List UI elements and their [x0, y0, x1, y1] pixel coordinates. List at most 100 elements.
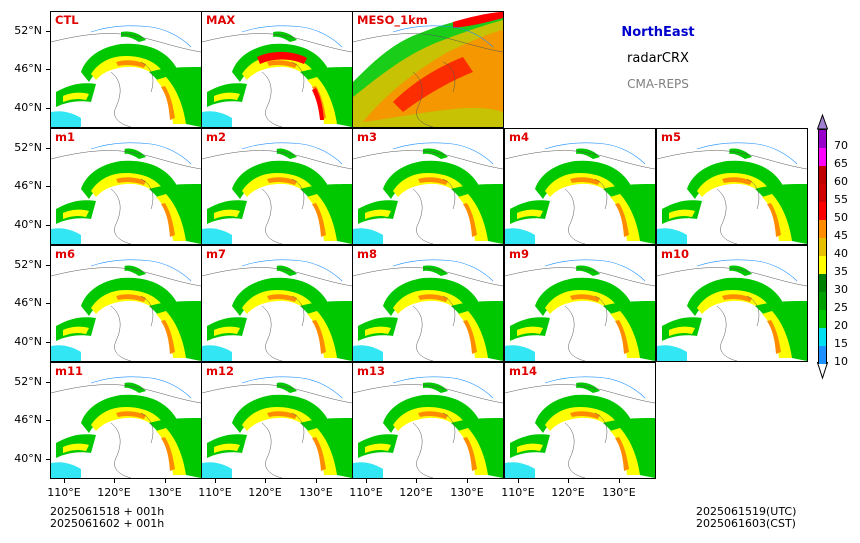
lon-tick-mark [215, 479, 216, 483]
panel-label: m1 [55, 130, 75, 144]
lon-tick-mark [366, 479, 367, 483]
panel-label: m12 [206, 364, 234, 378]
colorbar-segment [818, 201, 827, 220]
panel-label: m11 [55, 364, 83, 378]
lat-tick-mark [46, 459, 50, 460]
lon-tick-mark [619, 479, 620, 483]
map-panel-m14: m14 [504, 362, 656, 479]
model-title: CMA-REPS [627, 77, 689, 91]
radar-map [353, 12, 503, 127]
lat-tick-label: 52°N [14, 24, 42, 37]
lon-tick-label: 120°E [97, 486, 131, 499]
panel-label: m8 [357, 247, 377, 261]
lon-tick-mark [64, 479, 65, 483]
valid-time-cst: 2025061603(CST) [696, 517, 796, 530]
lon-tick-mark [316, 479, 317, 483]
colorbar-segment [818, 309, 827, 328]
lon-tick-label: 120°E [551, 486, 585, 499]
map-panel-m3: m3 [352, 128, 504, 245]
radar-map [353, 376, 503, 478]
lat-tick-mark [46, 342, 50, 343]
lat-tick-mark [46, 265, 50, 266]
radar-map [353, 259, 503, 361]
colorbar-segment [818, 327, 827, 346]
map-panel-m11: m11 [50, 362, 202, 479]
radar-map [505, 142, 655, 244]
panel-label: m9 [509, 247, 529, 261]
colorbar-level-label: 30 [834, 283, 848, 296]
panel-label: MAX [206, 13, 236, 27]
lon-tick-label: 120°E [248, 486, 282, 499]
lat-tick-mark [46, 148, 50, 149]
panel-label: m13 [357, 364, 385, 378]
colorbar-segment [818, 147, 827, 166]
panel-label: m7 [206, 247, 226, 261]
lon-tick-label: 130°E [602, 486, 636, 499]
colorbar-level-label: 25 [834, 301, 848, 314]
lat-tick-label: 40°N [14, 218, 42, 231]
lat-tick-mark [46, 69, 50, 70]
lat-tick-label: 46°N [14, 179, 42, 192]
lon-tick-label: 130°E [148, 486, 182, 499]
colorbar-segment [818, 291, 827, 310]
colorbar-segment [818, 273, 827, 292]
radar-map [51, 142, 201, 244]
colorbar-level-label: 15 [834, 337, 848, 350]
panel-label: m2 [206, 130, 226, 144]
map-panel-meso-1km: MESO_1km [352, 11, 504, 128]
panel-label: m10 [661, 247, 689, 261]
lon-tick-mark [416, 479, 417, 483]
colorbar-segment [818, 183, 827, 202]
colorbar-level-label: 45 [834, 229, 848, 242]
lon-tick-label: 110°E [198, 486, 232, 499]
lat-tick-label: 46°N [14, 62, 42, 75]
radar-map [505, 259, 655, 361]
colorbar-segment [818, 345, 827, 364]
lon-tick-label: 110°E [47, 486, 81, 499]
lat-tick-mark [46, 225, 50, 226]
map-panel-m12: m12 [201, 362, 353, 479]
colorbar-level-label: 10 [834, 355, 848, 368]
colorbar-level-label: 40 [834, 247, 848, 260]
colorbar-over-arrow [817, 114, 828, 130]
colorbar-level-label: 20 [834, 319, 848, 332]
map-panel-m9: m9 [504, 245, 656, 362]
panel-label: MESO_1km [357, 13, 428, 27]
panel-label: m3 [357, 130, 377, 144]
lat-tick-mark [46, 31, 50, 32]
lon-tick-mark [114, 479, 115, 483]
lat-tick-mark [46, 303, 50, 304]
colorbar-segment [818, 129, 827, 148]
radar-map [657, 259, 807, 361]
lat-tick-label: 40°N [14, 335, 42, 348]
colorbar-segment [818, 219, 827, 238]
lat-tick-label: 46°N [14, 296, 42, 309]
lat-tick-label: 40°N [14, 101, 42, 114]
lon-tick-label: 120°E [399, 486, 433, 499]
panel-label: CTL [55, 13, 79, 27]
lat-tick-label: 52°N [14, 375, 42, 388]
lat-tick-mark [46, 108, 50, 109]
lon-tick-mark [265, 479, 266, 483]
map-panel-m7: m7 [201, 245, 353, 362]
colorbar-level-label: 50 [834, 211, 848, 224]
panel-label: m14 [509, 364, 537, 378]
colorbar-under-arrow [817, 362, 828, 380]
colorbar-level-label: 55 [834, 193, 848, 206]
radar-map [51, 376, 201, 478]
map-panel-m10: m10 [656, 245, 808, 362]
lat-tick-mark [46, 420, 50, 421]
map-panel-m13: m13 [352, 362, 504, 479]
panel-label: m5 [661, 130, 681, 144]
init-time-block: 2025061518 + 001h 2025061602 + 001h [50, 506, 164, 530]
colorbar-segment [818, 255, 827, 274]
init-time-utc: 2025061518 + 001h [50, 505, 165, 518]
lon-tick-label: 110°E [501, 486, 535, 499]
lat-tick-label: 52°N [14, 141, 42, 154]
radar-map [202, 25, 352, 127]
panel-label: m6 [55, 247, 75, 261]
radar-map [657, 142, 807, 244]
lat-tick-label: 40°N [14, 452, 42, 465]
map-panel-m8: m8 [352, 245, 504, 362]
lon-tick-label: 110°E [349, 486, 383, 499]
